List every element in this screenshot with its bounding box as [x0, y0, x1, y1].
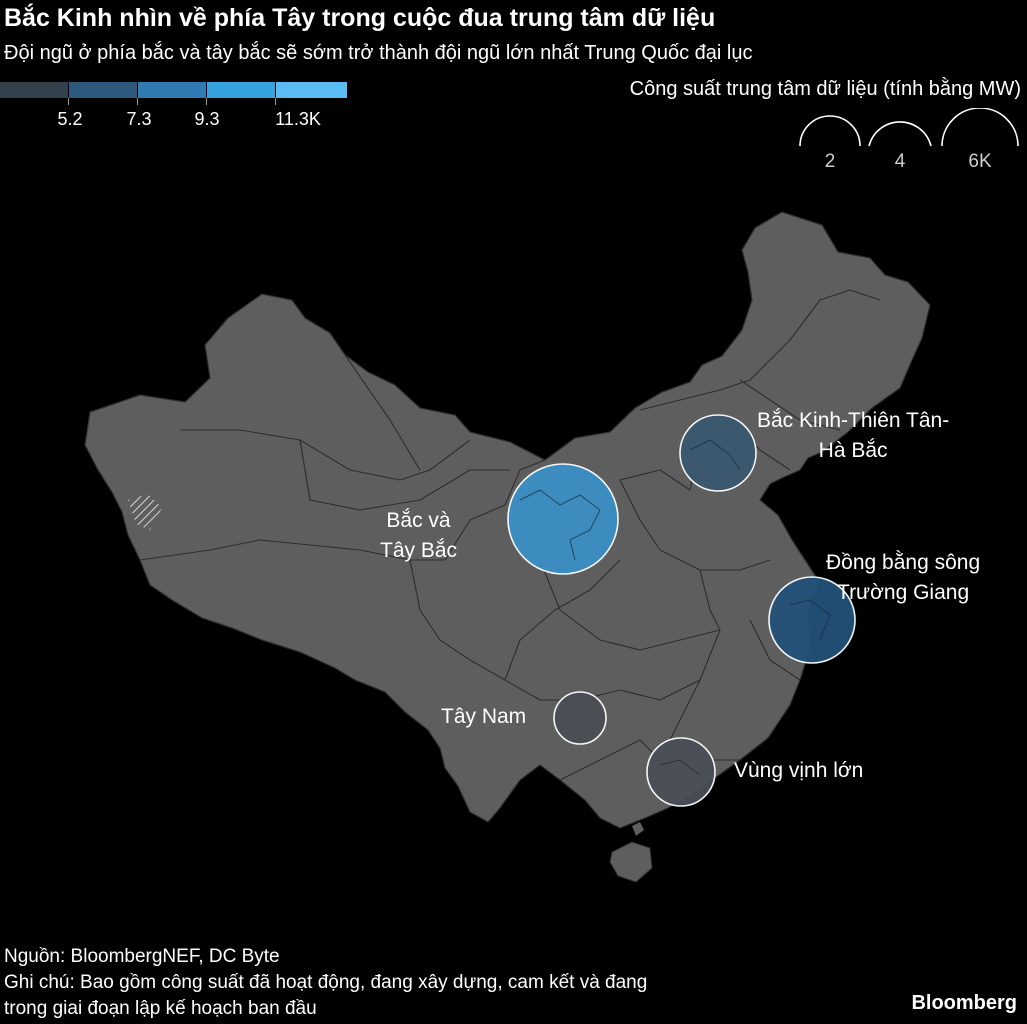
- region-label-tay-nam: Tây Nam: [441, 702, 526, 732]
- region-label-bac-va-tay-bac: Bắc và Tây Bắc: [380, 506, 457, 566]
- small-island: [632, 822, 644, 836]
- bubble-tay-nam: [553, 691, 607, 745]
- size-label-large: 6K: [968, 151, 992, 172]
- footnote-line1: Ghi chú: Bao gồm công suất đã hoạt động,…: [4, 972, 648, 993]
- size-legend-arcs: [799, 108, 1019, 147]
- region-label-line1: Bắc và: [386, 509, 451, 532]
- size-legend-arc-medium: [868, 121, 932, 147]
- color-legend: 5.2 7.3 9.3 11.3K: [0, 82, 350, 132]
- region-label-line2: Tây Bắc: [380, 539, 458, 562]
- region-label-dong-bang-song-truong-giang: Đồng bằng sông Trường Giang: [826, 548, 980, 608]
- source-note: Nguồn: BloombergNEF, DC Byte: [4, 946, 280, 967]
- chart-subtitle: Đội ngũ ở phía bắc và tây bắc sẽ sớm trở…: [4, 42, 753, 64]
- color-bar-segment-2: [69, 82, 137, 98]
- region-label-line2: Trường Giang: [837, 581, 970, 604]
- size-legend-arc-large: [941, 108, 1019, 147]
- bubble-dong-bang-song-truong-giang: [768, 576, 856, 664]
- bubble-bac-va-tay-bac: [507, 463, 619, 575]
- color-bar-segment-4: [207, 82, 275, 98]
- color-tick-4: [275, 98, 276, 105]
- chart-title: Bắc Kinh nhìn về phía Tây trong cuộc đua…: [4, 4, 716, 32]
- bubble-inner-borders: [519, 439, 831, 776]
- hainan-island: [609, 841, 653, 883]
- bubble-bac-kinh-thien-tan-ha-bac: [679, 414, 757, 492]
- footnote-line2: trong giai đoạn lập kế hoạch ban đầu: [4, 998, 317, 1019]
- color-bar-segment-5: [276, 82, 347, 98]
- size-label-medium: 4: [894, 151, 906, 172]
- color-label-3: 9.3: [194, 109, 220, 129]
- size-legend-title: Công suất trung tâm dữ liệu (tính bằng M…: [629, 78, 1021, 100]
- region-label-line1: Bắc Kinh-Thiên Tân-: [757, 409, 950, 432]
- color-label-2: 7.3: [126, 109, 152, 129]
- color-label-1: 5.2: [57, 109, 83, 129]
- color-tick-1: [68, 98, 69, 105]
- disputed-area: [128, 494, 162, 530]
- color-bar-segment-1: [0, 82, 68, 98]
- bloomberg-logo: Bloomberg: [911, 992, 1017, 1014]
- region-label-line1: Đồng bằng sông: [826, 551, 981, 574]
- size-label-small: 2: [824, 151, 836, 172]
- region-label-vung-vinh-lon: Vùng vịnh lớn: [734, 756, 863, 786]
- region-label-line1: Vùng vịnh lớn: [734, 759, 864, 782]
- color-tick-2: [137, 98, 138, 105]
- color-tick-3: [206, 98, 207, 105]
- region-label-line2: Hà Bắc: [818, 439, 888, 462]
- size-legend-arc-small: [799, 115, 861, 147]
- region-label-bac-kinh-thien-tan-ha-bac: Bắc Kinh-Thiên Tân- Hà Bắc: [757, 406, 949, 466]
- color-label-4: 11.3K: [275, 109, 321, 129]
- color-bar-segment-3: [138, 82, 206, 98]
- bubble-vung-vinh-lon: [646, 737, 716, 807]
- region-label-line1: Tây Nam: [441, 705, 527, 728]
